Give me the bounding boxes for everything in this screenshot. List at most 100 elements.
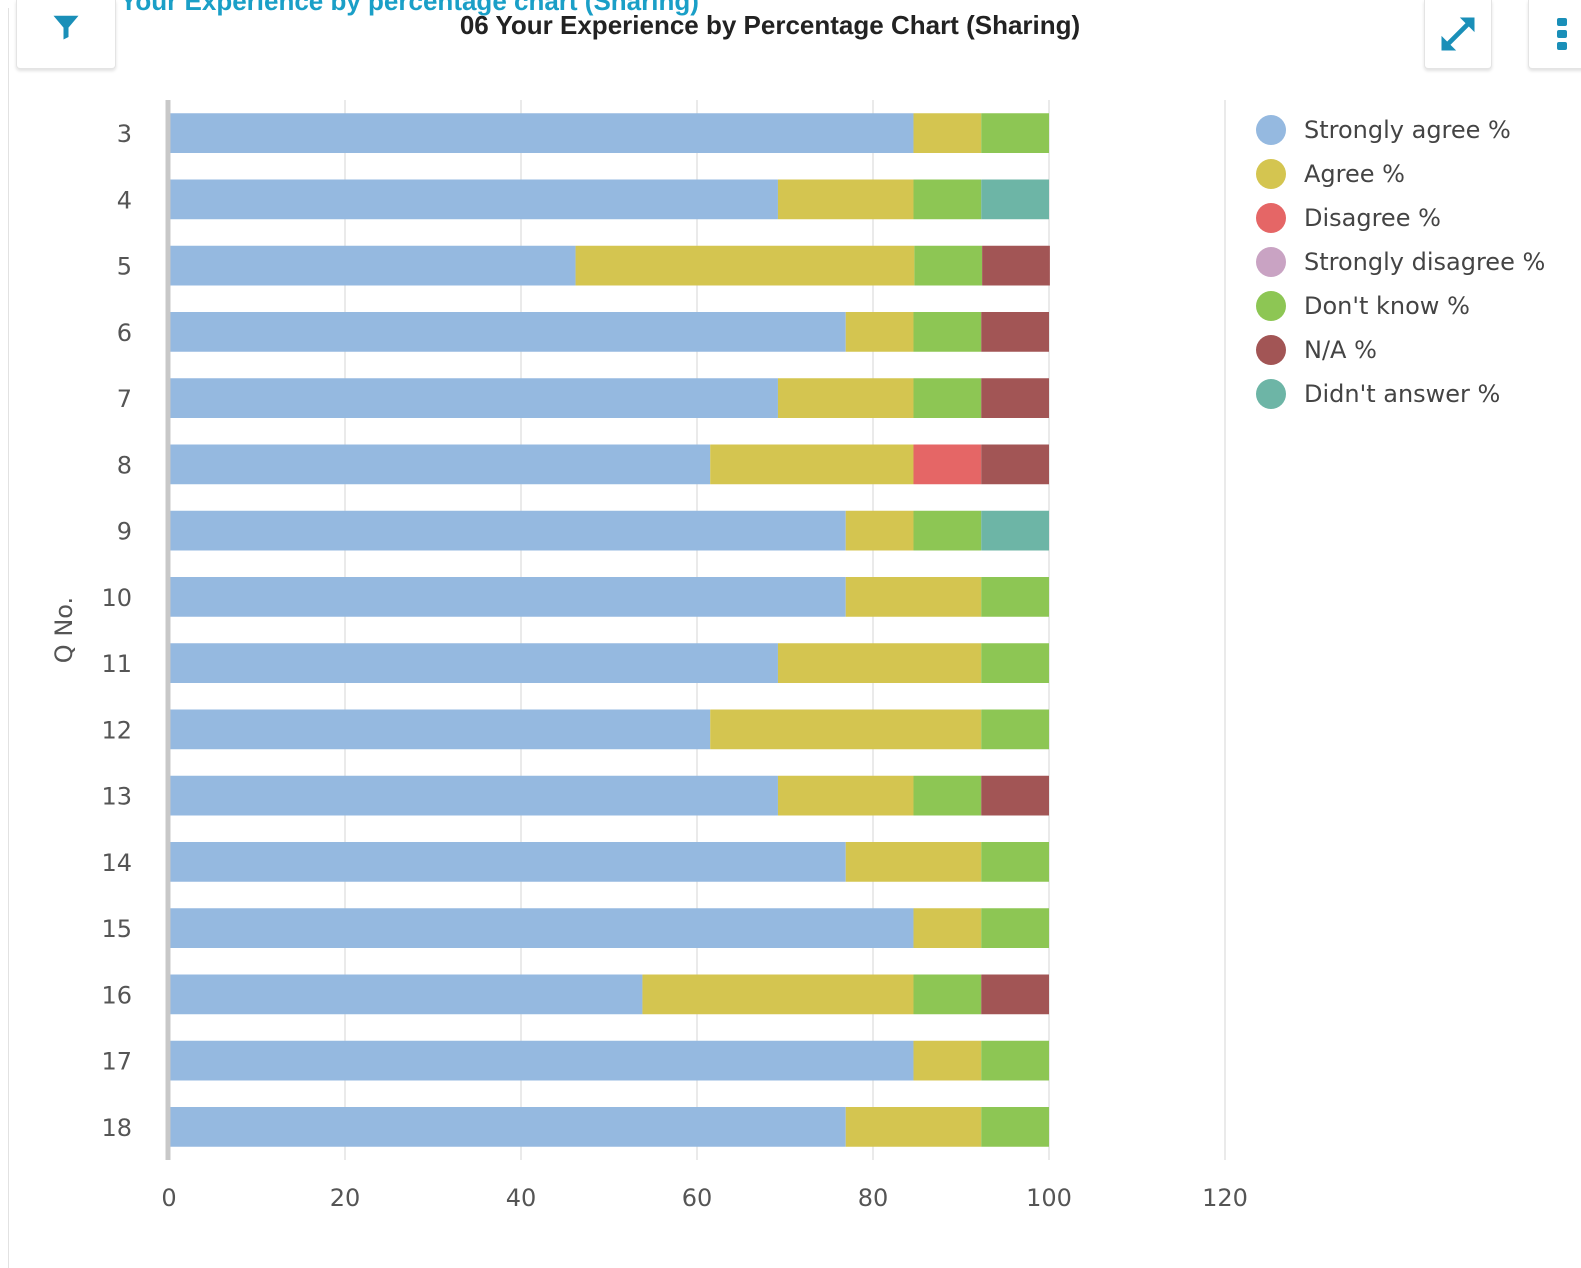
legend-label: Agree % xyxy=(1304,160,1405,188)
bar-segment xyxy=(169,179,778,220)
bar-segment xyxy=(913,312,982,352)
y-tick-label: 6 xyxy=(117,319,132,347)
bar-segment xyxy=(914,245,983,286)
bar-segment xyxy=(169,510,846,551)
y-tick-label: 9 xyxy=(117,518,132,546)
bar-segment xyxy=(913,908,982,948)
y-tick-label: 3 xyxy=(117,120,132,148)
bar-segment xyxy=(913,974,982,1015)
legend-item[interactable]: Strongly disagree % xyxy=(1256,240,1545,284)
bar-segment xyxy=(981,1107,1049,1147)
bar-segment xyxy=(981,908,1049,948)
bar-segment xyxy=(845,510,914,551)
expand-button[interactable] xyxy=(1424,0,1492,69)
x-tick-label: 20 xyxy=(330,1184,361,1212)
bar-segment xyxy=(981,444,1049,485)
legend-swatch xyxy=(1256,159,1286,189)
filter-button[interactable] xyxy=(16,0,116,69)
y-tick-label: 12 xyxy=(101,716,132,744)
bar-segment xyxy=(981,1040,1049,1081)
bar-segment xyxy=(169,577,846,617)
bar-segment xyxy=(169,378,778,418)
legend-label: Disagree % xyxy=(1304,204,1441,232)
bar-segment xyxy=(845,1107,982,1147)
y-tick-label: 15 xyxy=(101,915,132,943)
x-tick-label: 0 xyxy=(161,1184,176,1212)
y-tick-label: 18 xyxy=(101,1114,132,1142)
bar-segment xyxy=(169,974,643,1015)
legend-label: Didn't answer % xyxy=(1304,380,1501,408)
legend-item[interactable]: Don't know % xyxy=(1256,284,1545,328)
y-tick-label: 13 xyxy=(101,783,132,811)
bar-segment xyxy=(777,179,914,220)
bar-segment xyxy=(913,179,982,220)
bar-segment xyxy=(981,312,1049,352)
legend-swatch xyxy=(1256,247,1286,277)
chart-legend: Strongly agree % Agree % Disagree % Strongl… xyxy=(1256,108,1545,416)
bar-segment xyxy=(981,842,1049,882)
legend-item[interactable]: Disagree % xyxy=(1256,196,1545,240)
y-tick-label: 17 xyxy=(101,1048,132,1076)
legend-label: Strongly agree % xyxy=(1304,116,1511,144)
bar-segment xyxy=(981,577,1049,617)
x-tick-label: 60 xyxy=(682,1184,713,1212)
y-tick-label: 14 xyxy=(101,849,132,877)
bar-segment xyxy=(169,1107,846,1147)
bar-segment xyxy=(845,577,982,617)
legend-label: Strongly disagree % xyxy=(1304,248,1546,276)
x-tick-label: 120 xyxy=(1202,1184,1248,1212)
bar-segment xyxy=(981,709,1049,750)
bar-segment xyxy=(981,643,1049,683)
bar-segment xyxy=(845,842,982,882)
x-tick-label: 40 xyxy=(506,1184,537,1212)
legend-swatch xyxy=(1256,291,1286,321)
bar-segment xyxy=(169,842,846,882)
legend-item[interactable]: Agree % xyxy=(1256,152,1545,196)
x-tick-label: 80 xyxy=(858,1184,889,1212)
filter-icon xyxy=(53,15,79,40)
bar-segment xyxy=(981,510,1049,551)
bar-segment xyxy=(777,378,914,418)
chart-title: 06 Your Experience by Percentage Chart (… xyxy=(459,10,1081,40)
report-title-partial: Your Experience by percentage chart (Sha… xyxy=(120,0,699,16)
legend-item[interactable]: Strongly agree % xyxy=(1256,108,1545,152)
bar-segment xyxy=(981,179,1049,220)
legend-item[interactable]: N/A % xyxy=(1256,328,1545,372)
x-tick-label: 100 xyxy=(1026,1184,1072,1212)
chart-panel xyxy=(8,8,1581,1268)
bar-segment xyxy=(913,775,982,816)
bar-segment xyxy=(777,775,914,816)
bar-segment xyxy=(710,709,982,750)
bar-segment xyxy=(169,775,778,816)
bar-segment xyxy=(913,378,982,418)
bar-segment xyxy=(169,908,914,948)
y-tick-label: 16 xyxy=(101,981,132,1009)
more-vertical-icon xyxy=(1557,18,1567,50)
bar-segment xyxy=(981,378,1049,418)
y-tick-label: 8 xyxy=(117,451,132,479)
y-axis-label: Q No. xyxy=(50,597,78,663)
y-tick-label: 11 xyxy=(101,650,132,678)
expand-icon xyxy=(1441,17,1475,51)
bar-segment xyxy=(169,643,778,683)
bar-segment xyxy=(981,113,1049,153)
y-tick-label: 5 xyxy=(117,253,132,281)
legend-label: N/A % xyxy=(1304,336,1377,364)
legend-label: Don't know % xyxy=(1304,292,1470,320)
bar-segment xyxy=(169,113,914,153)
legend-swatch xyxy=(1256,115,1286,145)
bar-segment xyxy=(913,113,982,153)
legend-swatch xyxy=(1256,203,1286,233)
legend-item[interactable]: Didn't answer % xyxy=(1256,372,1545,416)
bar-segment xyxy=(169,245,576,286)
bar-segment xyxy=(169,1040,914,1081)
y-tick-label: 10 xyxy=(101,584,132,612)
bar-segment xyxy=(169,444,711,485)
bar-segment xyxy=(981,775,1049,816)
bar-segment xyxy=(913,1040,982,1081)
bar-segment xyxy=(913,444,982,485)
bar-segment xyxy=(982,245,1050,286)
y-tick-label: 7 xyxy=(117,385,132,413)
more-options-button[interactable] xyxy=(1528,0,1581,69)
